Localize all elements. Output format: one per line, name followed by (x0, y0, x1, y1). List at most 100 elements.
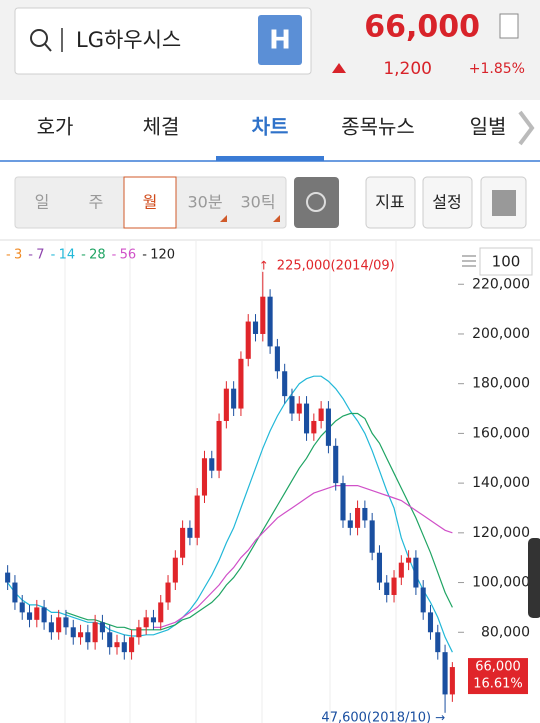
tab[interactable]: 종목뉴스 (341, 115, 415, 139)
candle-body (41, 607, 47, 623)
candle-body (347, 520, 353, 528)
y-tick-label: 200,000 (472, 326, 530, 342)
draw-tool-button[interactable] (294, 177, 339, 228)
candle-body (274, 346, 280, 372)
candle-body (406, 557, 412, 563)
candle-body (355, 507, 361, 528)
candle-body (158, 602, 164, 623)
annotation-arrow: ↑ (259, 258, 269, 272)
candle-body (165, 582, 171, 603)
settings-label: 설정 (432, 193, 461, 212)
candle-body (260, 296, 266, 334)
candle-body (231, 388, 237, 409)
period-button[interactable]: 일 (35, 193, 50, 212)
legend-dash: - (142, 248, 147, 263)
candle-body (26, 612, 33, 620)
y-tick-label: 160,000 (472, 425, 530, 441)
annotation-text: 225,000(2014/09) (277, 258, 395, 273)
tab-bar (0, 100, 540, 160)
tab[interactable]: 차트 (252, 115, 289, 139)
legend-label: 56 (120, 248, 137, 263)
candle-body (150, 617, 157, 623)
candle-body (129, 637, 135, 653)
candle-body (121, 642, 127, 653)
candle-body (267, 296, 273, 347)
market-badge[interactable] (258, 15, 302, 65)
candle-body (289, 396, 295, 414)
zoom-box[interactable] (479, 247, 533, 276)
candle-body (172, 557, 178, 583)
candle-body (442, 652, 448, 695)
candle-body (362, 507, 368, 521)
legend-label: 3 (14, 248, 22, 263)
candle-body (325, 408, 331, 446)
search-box[interactable] (14, 7, 312, 75)
candle-body (85, 632, 91, 643)
chart: 80,000 100,000 120,000 140,000 160,000 180,00… (5, 241, 530, 723)
legend-dash: - (6, 248, 11, 263)
candle-body (48, 622, 54, 633)
candle-body (201, 458, 208, 496)
candle-body (391, 577, 397, 595)
candle-body (19, 602, 25, 613)
candle-body (318, 408, 324, 421)
tab[interactable]: 체결 (143, 115, 180, 139)
badge-text: H (269, 26, 291, 56)
candle-body (63, 617, 69, 628)
candle-body (180, 527, 186, 558)
legend-label: 28 (89, 248, 106, 263)
candle-body (194, 495, 200, 538)
candle-body (311, 420, 317, 434)
candle-body (384, 582, 390, 595)
price: 66,000 (364, 10, 480, 45)
active-tab-indicator (216, 156, 324, 161)
draw-tool-icon (306, 192, 326, 212)
legend-dash: - (28, 248, 33, 263)
tab[interactable]: 호가 (37, 115, 74, 139)
y-tick-label: 120,000 (472, 525, 530, 541)
annotation-text: 47,600(2018/10) (321, 710, 431, 723)
period-button[interactable]: 주 (89, 193, 104, 212)
candle-body (340, 483, 346, 521)
candle-body (369, 520, 375, 553)
y-tick-label: 80,000 (481, 624, 530, 640)
period-button[interactable]: 30분 (187, 193, 222, 212)
search-icon-handle (44, 43, 52, 52)
last-price-box (468, 658, 528, 695)
candle-body (427, 612, 434, 633)
candle-body (136, 627, 142, 638)
candle-body (303, 403, 310, 434)
menu-icon[interactable] (462, 255, 476, 267)
legend-label: 7 (36, 248, 44, 263)
side-handle[interactable] (528, 538, 540, 618)
tab[interactable]: 일별 (470, 115, 507, 139)
candle-body (420, 587, 426, 613)
period-selected (123, 176, 177, 229)
y-tick-label: 220,000 (472, 276, 530, 292)
candle-body (398, 562, 404, 578)
tab-scroll-arrow[interactable] (518, 110, 535, 146)
legend-dash: - (51, 248, 56, 263)
candle-body (216, 420, 222, 471)
ma-line (7, 375, 453, 653)
period-button[interactable]: 월 (143, 193, 158, 212)
candle-body (114, 642, 120, 648)
legend-dash: - (81, 248, 86, 263)
settings-button[interactable] (422, 176, 473, 229)
candle-body (223, 388, 229, 421)
last-change: 16.61% (473, 677, 523, 692)
search-icon (30, 29, 48, 47)
candle-body (92, 622, 98, 643)
doc-icon[interactable] (499, 13, 519, 39)
y-tick-label: 100,000 (472, 575, 530, 591)
candle-body (5, 572, 11, 583)
indicator-button[interactable] (365, 176, 416, 229)
candle-body (333, 445, 339, 484)
period-button[interactable]: 30틱 (240, 193, 275, 212)
indicator-label: 지표 (375, 193, 404, 212)
candle-body (70, 627, 76, 638)
legend-label: 14 (59, 248, 76, 263)
candle-body (282, 371, 288, 397)
